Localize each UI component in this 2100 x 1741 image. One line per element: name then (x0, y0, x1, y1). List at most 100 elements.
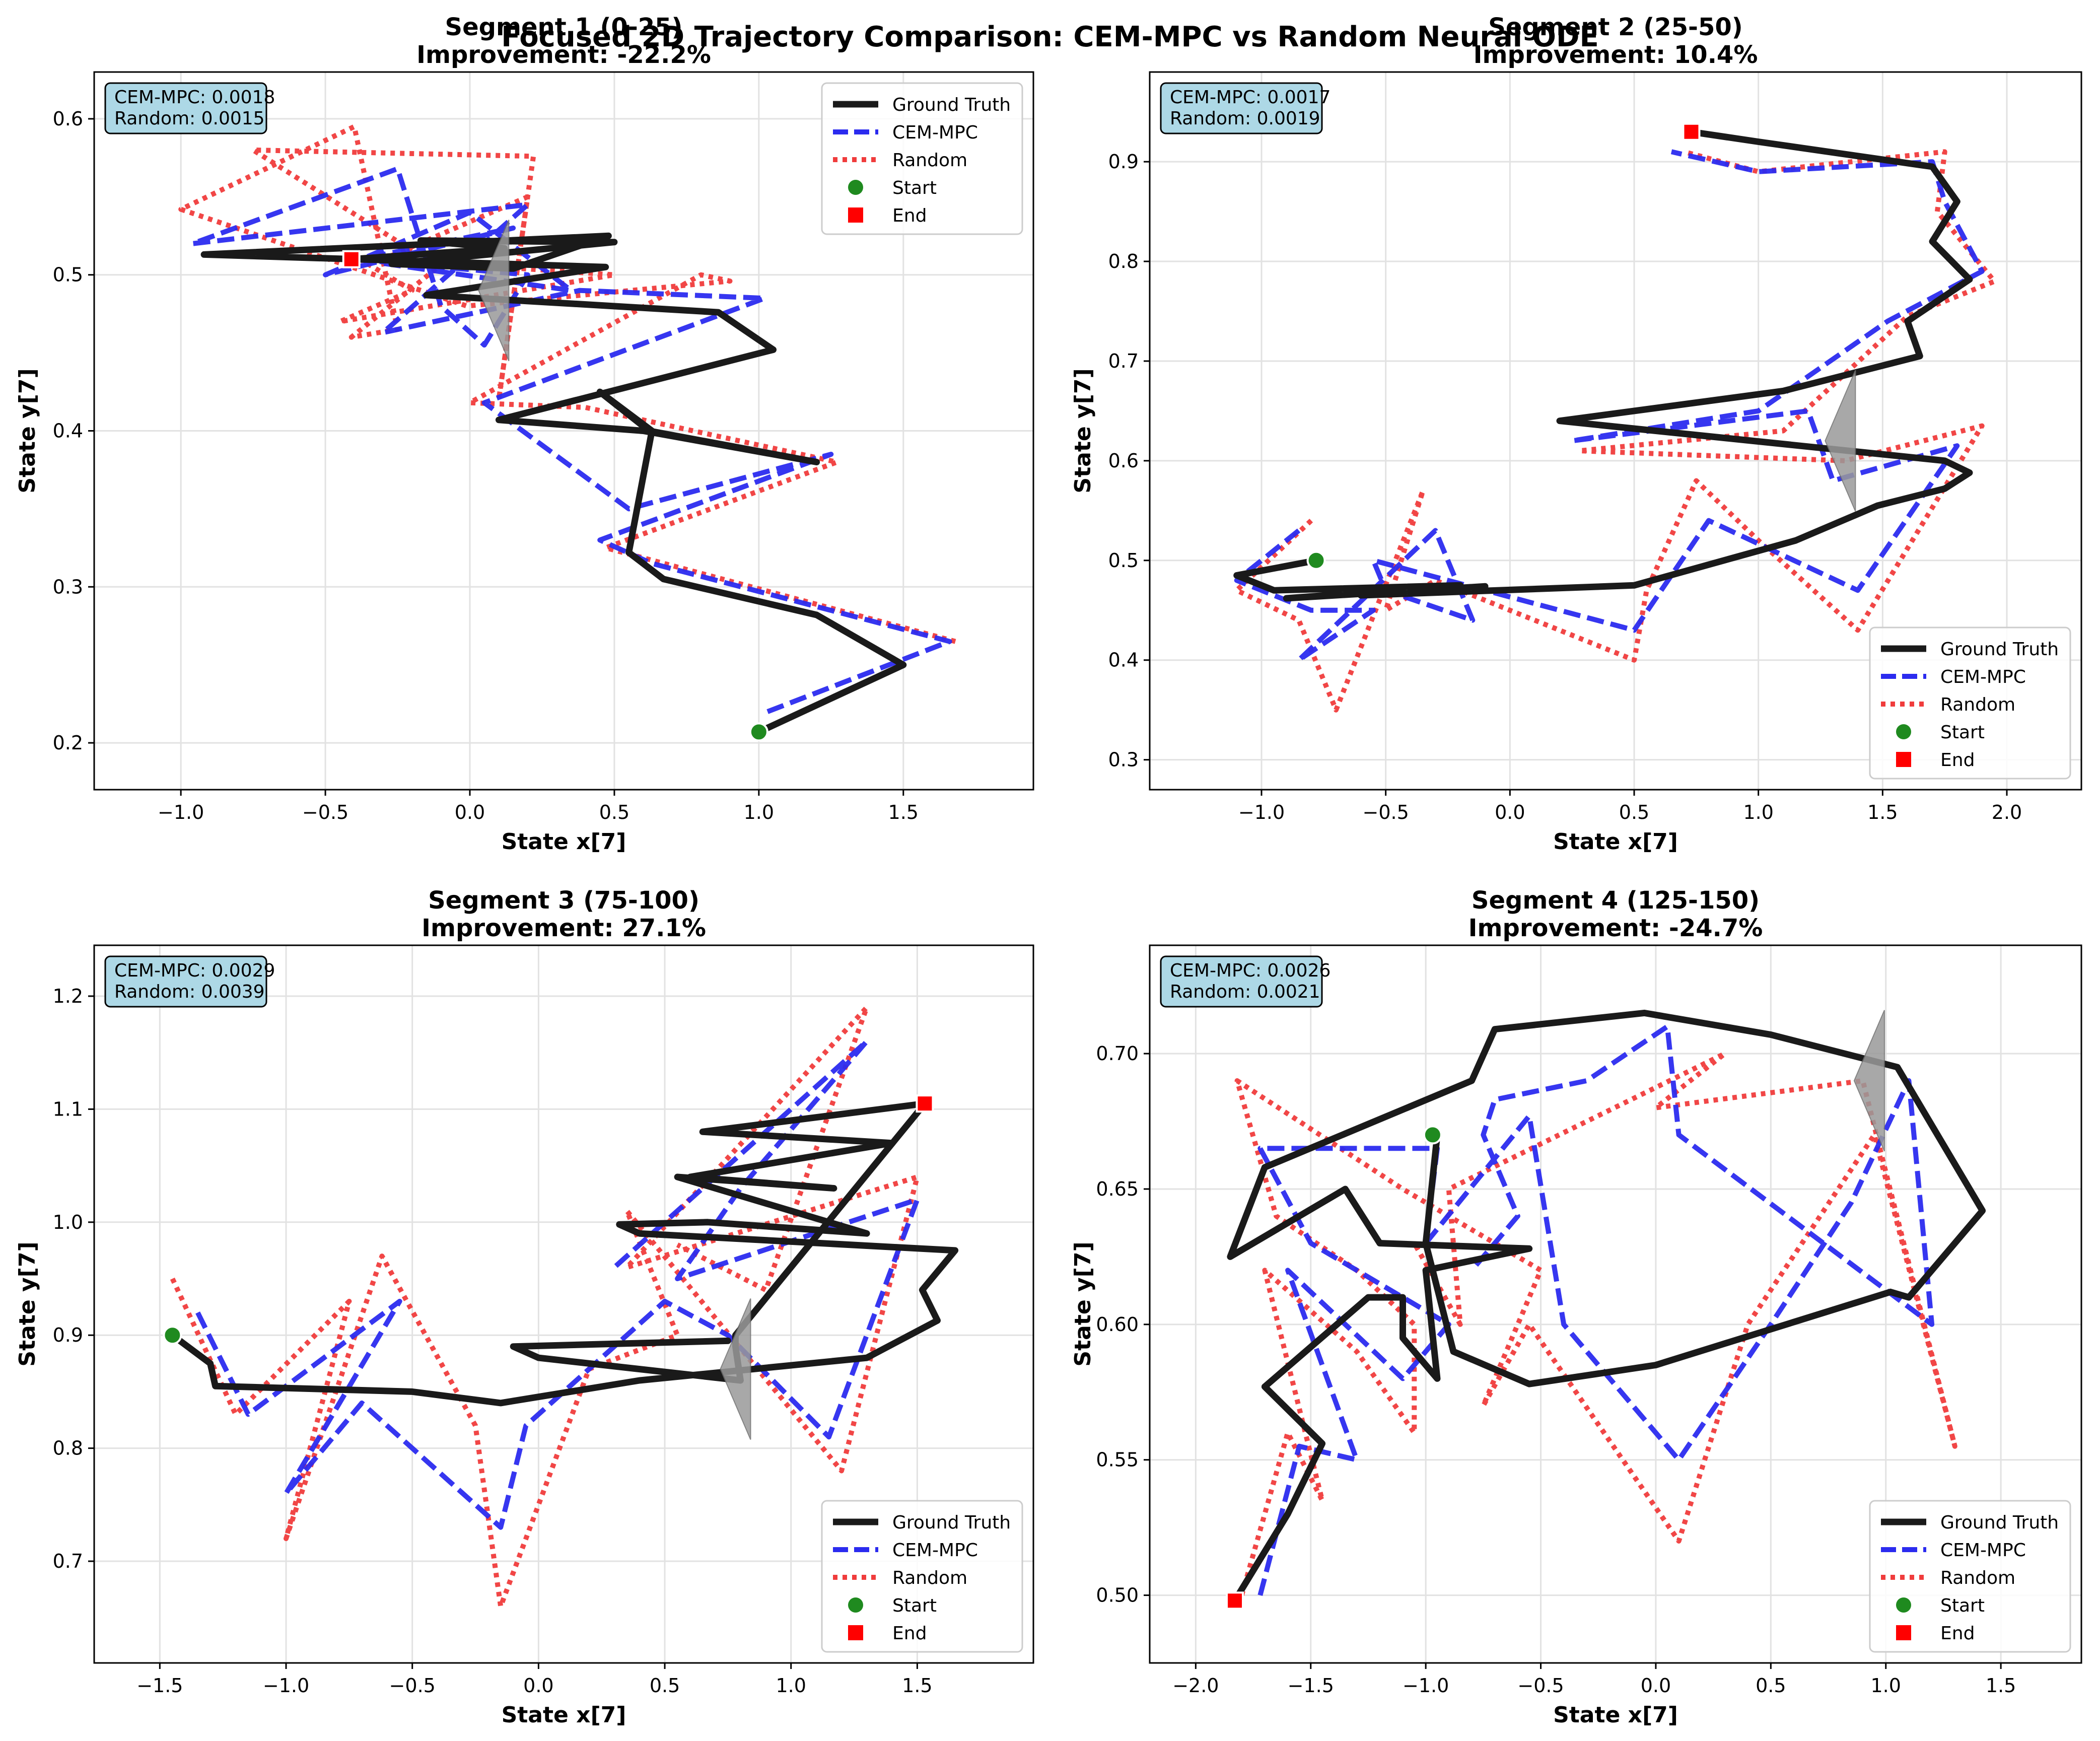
stats-line: CEM-MPC: 0.0018 (114, 87, 275, 108)
stats-line: Random: 0.0021 (1170, 982, 1320, 1002)
y-tick-label: 0.2 (53, 732, 83, 754)
start-marker (1423, 1125, 1442, 1145)
legend-label-random: Random (1940, 694, 2015, 715)
x-tick-label: 0.0 (1495, 801, 1525, 823)
panel-1: −1.0 −0.5 0.0 0.5 1.0 1.5 0.2 0.3 0.4 0.5 0.6 Segme… (15, 13, 1034, 855)
stats-box-background (104, 955, 267, 1008)
y-axis-label: State y[7] (1070, 368, 1096, 493)
stats-line: Random: 0.0019 (1170, 108, 1320, 129)
x-tick-label: 0.5 (650, 1675, 680, 1697)
start-marker (163, 1326, 182, 1345)
legend-frame (1869, 1500, 2071, 1653)
stats-line: CEM-MPC: 0.0017 (1170, 87, 1331, 108)
y-tick-label: 0.6 (53, 108, 83, 130)
y-axis-label: State y[7] (15, 368, 40, 493)
x-tick-label: −1.0 (158, 801, 204, 823)
x-tick-label: 2.0 (1992, 801, 2022, 823)
direction-arrow (720, 1298, 751, 1440)
y-tick-label: 0.5 (53, 264, 83, 286)
legend-frame (821, 82, 1023, 235)
y-tick-label: 0.7 (53, 1550, 83, 1572)
panel-3: −1.5 −1.0 −0.5 0.0 0.5 1.0 1.5 0.7 0.8 0.9 1.0 1.1 1… (15, 886, 1034, 1728)
y-axis-label: State y[7] (15, 1241, 40, 1366)
legend-label-cem-mpc: CEM-MPC (1940, 667, 2026, 687)
x-tick-label: 1.0 (744, 801, 774, 823)
series-layer (1233, 128, 1997, 713)
legend-handle-end (1896, 1625, 1911, 1640)
y-tick-label: 0.8 (1108, 250, 1139, 272)
y-tick-label: 0.3 (53, 576, 83, 598)
x-tick-label: −0.5 (302, 801, 348, 823)
legend-label-random: Random (1940, 1568, 2015, 1588)
series-line-ground-truth (1233, 128, 1973, 602)
panel-4: −2.0 −1.5 −1.0 −0.5 0.0 0.5 1.0 1.5 0.50 0.55 0.60… (1070, 886, 2082, 1728)
legend-label-start: Start (1940, 1595, 1985, 1616)
suptitle: Focused 2D Trajectory Comparison: CEM-MP… (501, 21, 1599, 53)
legend-handle-end (848, 207, 863, 223)
legend-label-ground-truth: Ground Truth (1940, 1512, 2059, 1533)
x-axis-label: State x[7] (1553, 829, 1678, 855)
legend-handle-start (1896, 1597, 1911, 1613)
x-tick-label: −1.0 (263, 1675, 309, 1697)
y-tick-label: 0.4 (53, 420, 83, 442)
end-marker (1682, 122, 1701, 141)
legend-frame (821, 1500, 1023, 1653)
legend: Ground Truth CEM-MPC Random Start End (1869, 626, 2071, 780)
legend-handle-start (848, 180, 863, 195)
legend-label-end: End (892, 205, 927, 226)
axes-frame (1149, 944, 2082, 1664)
legend-frame (1869, 626, 2071, 780)
legend-label-cem-mpc: CEM-MPC (892, 122, 978, 143)
x-axis-label: State x[7] (502, 1702, 626, 1728)
x-tick-label: 1.5 (902, 1675, 932, 1697)
legend-label-ground-truth: Ground Truth (892, 1512, 1011, 1533)
start-marker (749, 722, 768, 742)
series-layer (178, 124, 956, 735)
legend-label-ground-truth: Ground Truth (1940, 639, 2059, 660)
x-tick-label: −0.5 (1363, 801, 1409, 823)
legend-handle-end (1896, 752, 1911, 767)
x-tick-label: 1.5 (1867, 801, 1898, 823)
x-tick-label: −0.5 (1517, 1675, 1564, 1697)
panel-title-line1: Segment 4 (125-150) (1472, 886, 1760, 915)
direction-arrow (478, 220, 510, 362)
y-tick-label: 0.70 (1096, 1042, 1139, 1065)
x-axis-label: State x[7] (1553, 1702, 1678, 1728)
legend-label-start: Start (892, 1595, 937, 1616)
series-line-cem-mpc (1234, 149, 1985, 663)
legend-label-end: End (892, 1623, 927, 1644)
x-tick-label: 0.0 (523, 1675, 553, 1697)
legend-label-ground-truth: Ground Truth (892, 95, 1011, 115)
end-marker (342, 250, 361, 268)
legend-label-start: Start (892, 178, 937, 198)
panel-title-line2: Improvement: 10.4% (1474, 41, 1758, 69)
axes-frame (1149, 71, 2082, 791)
x-tick-label: 1.0 (1871, 1675, 1901, 1697)
panel-2: −1.0 −0.5 0.0 0.5 1.0 1.5 2.0 0.3 0.4 0.5 0.6 0.7 0.… (1070, 13, 2082, 855)
series-layer (1227, 1009, 1986, 1604)
legend-handle-start (1896, 724, 1911, 739)
x-tick-label: 1.0 (1743, 801, 1773, 823)
y-tick-label: 0.6 (1108, 450, 1139, 472)
stats-box-background (1160, 955, 1323, 1008)
x-tick-label: 0.5 (1619, 801, 1649, 823)
legend-label-cem-mpc: CEM-MPC (1940, 1540, 2026, 1561)
legend: Ground Truth CEM-MPC Random Start End (821, 82, 1023, 235)
legend-label-end: End (1940, 750, 1975, 771)
y-tick-label: 0.8 (53, 1437, 83, 1459)
direction-arrow (1825, 370, 1856, 512)
series-layer (169, 1005, 959, 1609)
stats-line: Random: 0.0039 (114, 982, 265, 1002)
stats-box-background (1160, 82, 1323, 134)
y-tick-label: 0.5 (1108, 549, 1139, 572)
y-tick-label: 0.9 (1108, 151, 1139, 173)
panel-title-line2: Improvement: -24.7% (1468, 914, 1763, 942)
series-line-cem-mpc (1257, 1024, 1935, 1596)
x-tick-label: −0.5 (389, 1675, 436, 1697)
axes-frame (93, 71, 1034, 791)
series-line-ground-truth (200, 232, 907, 735)
